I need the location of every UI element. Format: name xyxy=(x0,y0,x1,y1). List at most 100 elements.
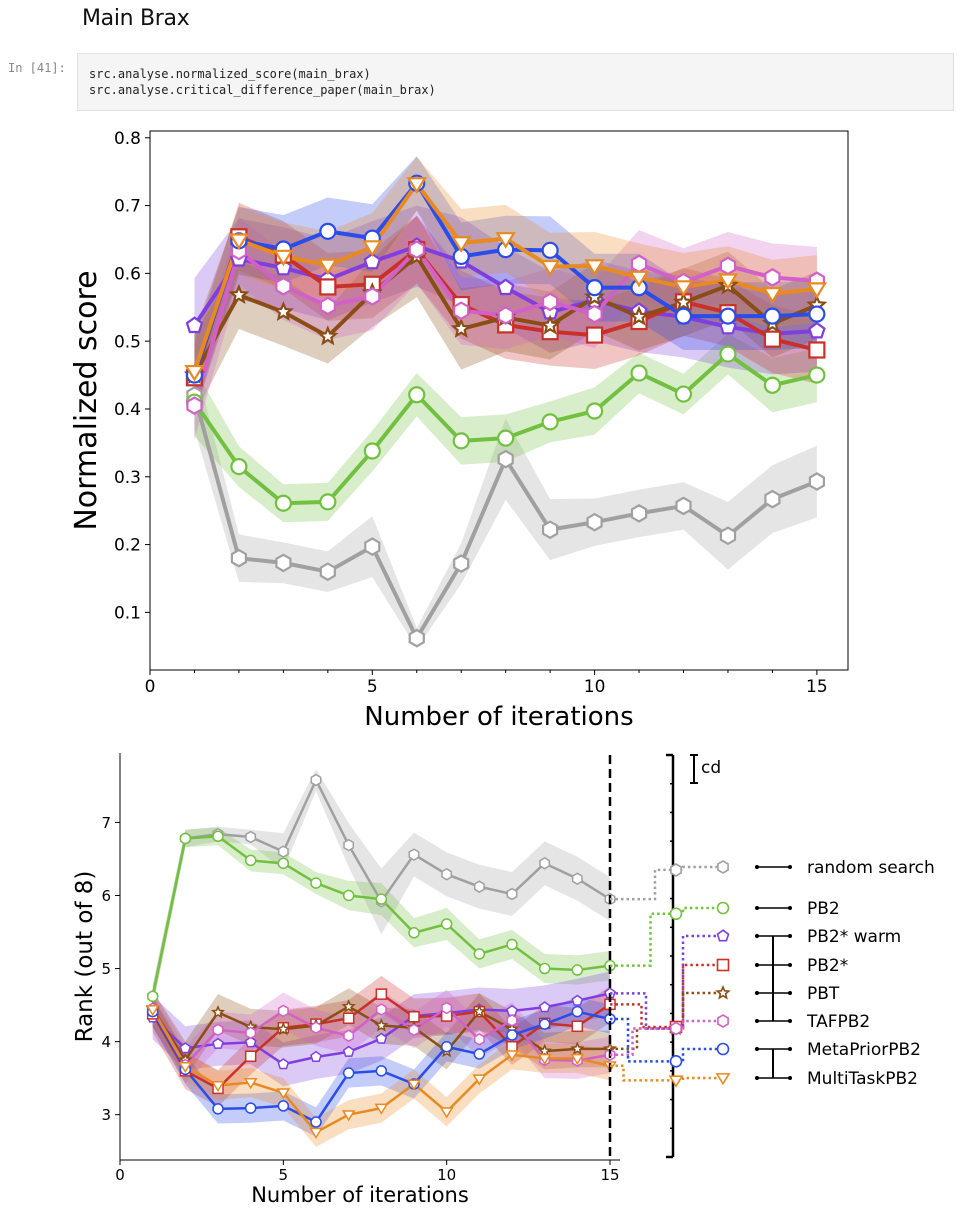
legend-marker xyxy=(716,929,730,942)
data-point xyxy=(674,307,693,325)
legend-label: MetaPriorPB2 xyxy=(807,1040,921,1060)
rank-marker xyxy=(669,1055,683,1068)
data-point xyxy=(375,1032,388,1044)
data-point xyxy=(210,1004,226,1019)
data-point xyxy=(764,268,781,287)
significance-dot xyxy=(755,934,759,938)
data-point xyxy=(179,832,192,845)
data-point xyxy=(440,918,453,930)
data-point xyxy=(277,1100,290,1112)
data-point xyxy=(719,256,737,276)
data-point xyxy=(719,307,737,325)
data-point xyxy=(319,562,336,582)
data-point xyxy=(719,345,737,363)
rank-marker xyxy=(669,907,683,921)
data-point xyxy=(178,1061,193,1074)
data-point xyxy=(506,1014,518,1027)
data-point xyxy=(506,938,518,951)
data-point xyxy=(539,857,551,870)
data-point xyxy=(184,364,205,382)
code-cell[interactable]: src.analyse.normalized_score(main_brax) … xyxy=(77,53,954,111)
data-point xyxy=(585,402,604,420)
legend-marker xyxy=(716,958,730,972)
data-point xyxy=(763,376,782,394)
y-tick-label: 7 xyxy=(101,814,111,832)
cd-label: cd xyxy=(701,758,721,778)
data-point xyxy=(541,413,559,431)
y-axis-label: Rank (out of 8) xyxy=(72,871,98,1043)
data-point xyxy=(310,877,322,889)
data-point xyxy=(628,305,650,326)
data-point xyxy=(319,493,337,511)
rank-connector xyxy=(610,1064,720,1082)
data-point xyxy=(272,300,294,322)
data-point xyxy=(472,1004,487,1018)
significance-dot xyxy=(788,1076,792,1080)
data-point xyxy=(630,504,648,523)
legend-marker xyxy=(716,1042,730,1056)
y-tick-label: 0.3 xyxy=(114,468,141,488)
data-point xyxy=(342,1045,355,1057)
legend-label: PB2 xyxy=(807,899,840,919)
plot-frame xyxy=(149,130,849,671)
data-point xyxy=(364,287,381,306)
data-point xyxy=(244,1050,257,1062)
data-point xyxy=(276,1021,291,1036)
x-tick-label: 10 xyxy=(584,677,606,697)
data-point xyxy=(450,317,472,338)
data-point xyxy=(571,964,584,976)
y-tick-label: 0.2 xyxy=(114,536,141,556)
data-point xyxy=(808,341,826,359)
data-point xyxy=(585,279,604,297)
data-point xyxy=(342,1012,355,1024)
data-point xyxy=(245,830,257,844)
data-point xyxy=(586,304,603,324)
data-point xyxy=(341,1110,356,1122)
data-point xyxy=(274,494,292,512)
legend-label: PB2* xyxy=(807,956,848,976)
confidence-band xyxy=(152,827,610,1008)
data-point xyxy=(537,1043,552,1058)
data-point xyxy=(441,1001,453,1015)
significance-dot xyxy=(788,865,792,869)
data-point xyxy=(244,854,257,867)
x-tick-label: 0 xyxy=(145,677,156,697)
data-point xyxy=(673,280,694,297)
normalized-score-chart: 0 5 10 15 0.1 0.2 0.3 0.4 0.5 0.6 0.7 0.8 Number of … xyxy=(69,129,849,732)
data-point xyxy=(228,283,250,304)
data-point xyxy=(571,1005,584,1018)
data-point xyxy=(230,548,247,568)
legend-label: PBT xyxy=(807,984,840,1004)
y-tick-label: 0.8 xyxy=(114,129,141,149)
data-point xyxy=(806,282,828,299)
data-point xyxy=(408,628,425,648)
data-point xyxy=(497,306,514,325)
data-point xyxy=(808,366,826,384)
significance-dot xyxy=(755,991,759,995)
data-point xyxy=(452,432,470,450)
data-point xyxy=(506,1040,518,1053)
data-point xyxy=(584,259,605,276)
data-point xyxy=(185,316,204,334)
data-point xyxy=(808,472,826,491)
data-point xyxy=(571,994,584,1006)
data-point xyxy=(310,1050,322,1062)
data-point xyxy=(763,330,782,348)
significance-dot xyxy=(788,934,792,938)
data-point xyxy=(277,845,289,858)
x-tick-label: 0 xyxy=(115,1166,125,1184)
data-point xyxy=(408,927,420,939)
significance-dot xyxy=(788,991,792,995)
data-point xyxy=(275,276,292,296)
data-point xyxy=(440,1040,453,1053)
data-point xyxy=(342,889,355,902)
data-point xyxy=(763,307,782,325)
data-point xyxy=(441,868,453,881)
significance-dot xyxy=(755,865,759,869)
data-point xyxy=(495,232,516,249)
significance-dot xyxy=(755,1047,759,1051)
data-point xyxy=(408,1011,420,1023)
data-point xyxy=(244,1102,257,1114)
data-point xyxy=(539,314,561,335)
data-point xyxy=(362,240,383,257)
